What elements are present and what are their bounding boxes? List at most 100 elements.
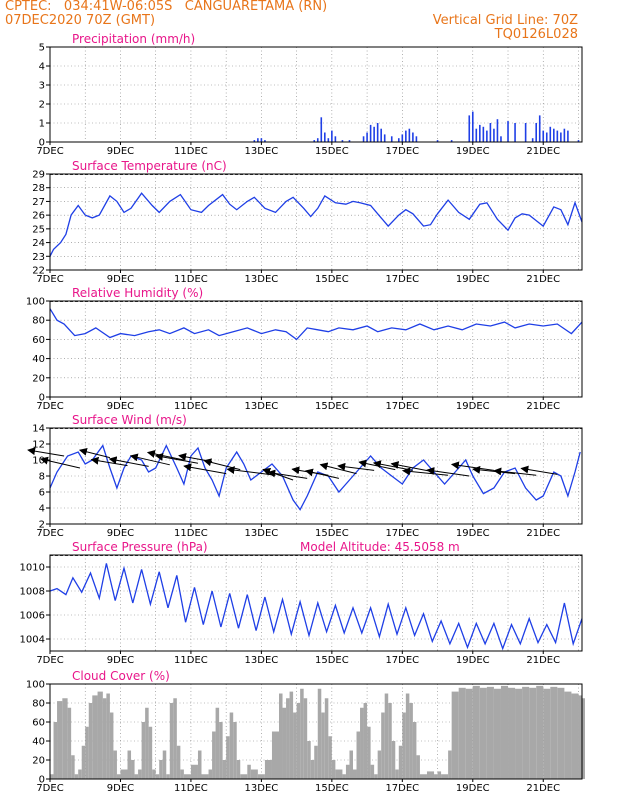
- chart-panel-0: 0 1 2 3 4 5 7DEC 9DEC 11DEC 13DEC 15DEC 17DEC 19DEC 2…: [36, 32, 583, 157]
- bar: [317, 688, 322, 779]
- wind-arrow: [78, 447, 111, 459]
- x-tick-label: 11DEC: [174, 528, 208, 539]
- y-tick-label: 5: [39, 43, 45, 54]
- bar: [176, 745, 181, 779]
- bar: [426, 771, 435, 779]
- bar: [349, 750, 353, 779]
- bar: [113, 750, 117, 779]
- bar: [567, 130, 569, 142]
- bar: [381, 712, 385, 779]
- chart-title: Surface Pressure (hPa): [72, 540, 208, 554]
- x-tick-label: 15DEC: [315, 274, 349, 285]
- wind-arrow: [108, 456, 149, 467]
- x-tick-label: 11DEC: [174, 274, 208, 285]
- x-tick-label: 13DEC: [245, 401, 279, 412]
- bar: [401, 134, 404, 142]
- y-tick-label: 1006: [20, 611, 45, 622]
- bar: [106, 693, 110, 779]
- bar: [409, 703, 413, 779]
- bar: [557, 687, 565, 779]
- bar: [264, 140, 266, 142]
- x-tick-label: 19DEC: [456, 528, 490, 539]
- plot-frame: [49, 300, 583, 398]
- plot-frame: [49, 554, 583, 652]
- bar: [131, 760, 135, 779]
- x-tick-label: 15DEC: [315, 146, 349, 157]
- bar: [233, 722, 237, 779]
- bar: [524, 123, 527, 142]
- y-tick-label: 80: [32, 316, 45, 327]
- bar: [71, 755, 75, 779]
- bar: [436, 140, 439, 142]
- bar: [316, 138, 319, 142]
- bar: [85, 726, 89, 779]
- bar: [260, 138, 263, 142]
- bar: [370, 764, 375, 779]
- bar: [212, 731, 216, 779]
- bar: [148, 726, 153, 779]
- bar: [296, 703, 301, 779]
- wind-arrow: [402, 467, 449, 476]
- bar: [320, 117, 323, 142]
- wind-arrow: [520, 465, 558, 475]
- x-tick-label: 17DEC: [385, 401, 419, 412]
- x-tick-label: 9DEC: [107, 528, 134, 539]
- bar: [416, 755, 420, 779]
- y-tick-label: 12: [32, 440, 45, 451]
- bar: [369, 124, 372, 142]
- wind-arrow: [304, 468, 340, 479]
- bar: [531, 138, 534, 142]
- bar: [197, 750, 202, 779]
- y-tick-label: 0: [39, 138, 45, 149]
- bar: [367, 726, 371, 779]
- bar: [500, 685, 509, 779]
- chart-title: Surface Wind (m/s): [72, 413, 187, 427]
- x-tick-label: 21DEC: [526, 528, 560, 539]
- x-tick-label: 15DEC: [315, 528, 349, 539]
- bar: [313, 140, 316, 142]
- bar: [514, 123, 516, 142]
- wind-arrow: [337, 462, 375, 471]
- bar: [348, 140, 351, 142]
- bar: [496, 119, 499, 142]
- x-tick-label: 19DEC: [456, 401, 490, 412]
- bar: [335, 769, 343, 779]
- bar: [190, 764, 198, 779]
- bar: [321, 712, 325, 779]
- y-tick-label: 10: [32, 456, 45, 467]
- bar: [271, 731, 280, 779]
- bar: [327, 138, 330, 142]
- bar: [141, 722, 146, 779]
- x-tick-label: 21DEC: [526, 783, 560, 794]
- x-tick-label: 17DEC: [385, 528, 419, 539]
- model-altitude: Model Altitude: 45.5058 m: [300, 540, 460, 554]
- bar: [356, 731, 361, 779]
- chart-title: Surface Temperature (nC): [72, 159, 227, 173]
- x-tick-label: 11DEC: [174, 401, 208, 412]
- y-tick-label: 100: [26, 680, 45, 691]
- y-tick-label: 1008: [20, 587, 45, 598]
- y-tick-label: 2: [39, 100, 45, 111]
- bar: [390, 136, 393, 142]
- bar: [215, 707, 220, 779]
- bar: [419, 774, 427, 779]
- x-tick-label: 21DEC: [526, 401, 560, 412]
- bar: [458, 687, 466, 779]
- y-tick-label: 60: [32, 335, 45, 346]
- bar: [543, 688, 551, 779]
- bar: [328, 736, 332, 779]
- x-tick-label: 11DEC: [174, 783, 208, 794]
- bar: [472, 685, 480, 779]
- x-tick-label: 9DEC: [107, 783, 134, 794]
- bar: [162, 750, 167, 779]
- bar: [493, 688, 501, 779]
- y-tick-label: 25: [32, 224, 45, 235]
- x-tick-label: 7DEC: [36, 528, 63, 539]
- bar: [377, 750, 382, 779]
- bar: [437, 771, 442, 779]
- bar: [310, 760, 315, 779]
- wind-arrow: [154, 452, 199, 464]
- y-tick-label: 3: [39, 81, 45, 92]
- bar: [264, 760, 272, 779]
